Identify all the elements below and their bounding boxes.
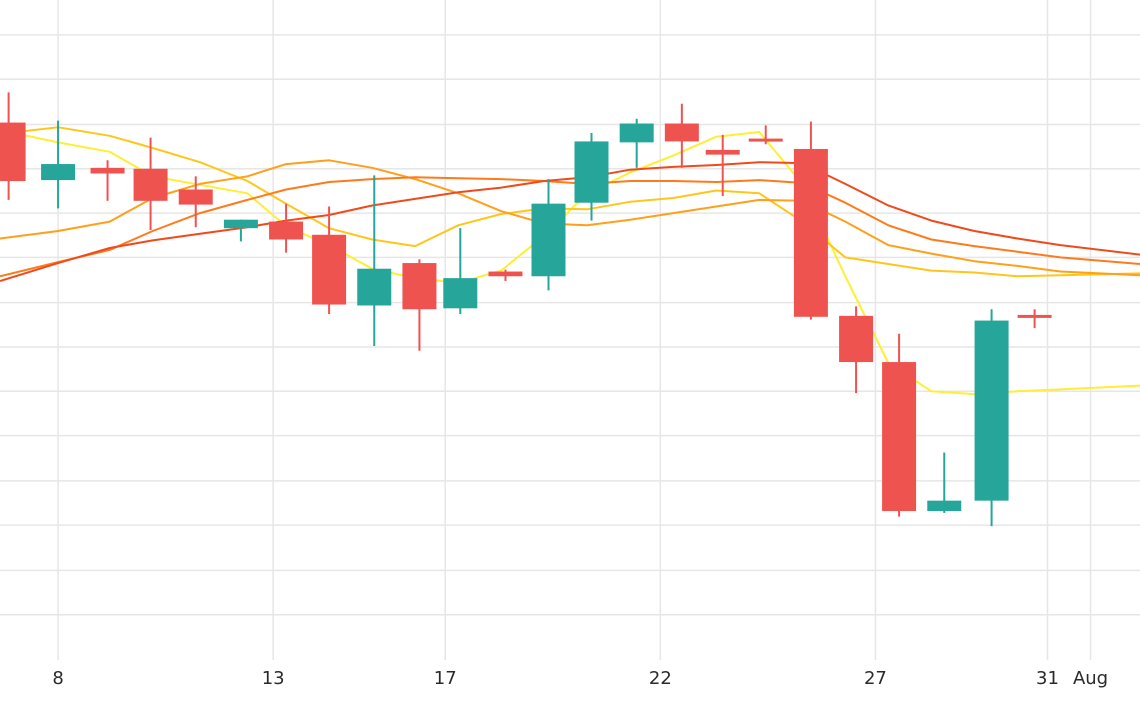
candle-body <box>488 271 523 277</box>
candle <box>839 306 874 394</box>
moving-average-line-3 <box>0 159 1140 277</box>
candle-body <box>839 315 874 363</box>
x-tick-label: 31 <box>1036 668 1059 689</box>
candle-body <box>178 189 213 205</box>
candle-body <box>312 234 347 305</box>
candle-body <box>793 148 828 317</box>
candle <box>312 206 347 314</box>
candle <box>41 120 76 209</box>
candle-body <box>402 263 437 310</box>
x-tick-label: 13 <box>262 668 285 689</box>
x-tick-label: 17 <box>434 668 457 689</box>
candle <box>1017 309 1052 329</box>
candle-body <box>133 168 168 201</box>
candle <box>269 203 304 253</box>
candle <box>705 134 740 197</box>
candle-body <box>223 219 258 229</box>
candle-body <box>41 164 76 181</box>
moving-average-line-4 <box>0 176 1140 278</box>
candle-body <box>927 500 962 512</box>
candle <box>619 118 654 168</box>
x-axis-ticks: 8 13 17 22 27 31 Aug <box>52 668 1108 689</box>
candle <box>974 309 1009 527</box>
x-tick-label: 27 <box>864 668 887 689</box>
moving-averages <box>0 126 1140 396</box>
candle <box>882 333 917 517</box>
candle <box>531 179 566 291</box>
gridlines <box>0 0 1140 660</box>
candle-body <box>882 362 917 512</box>
x-tick-label: 8 <box>52 668 63 689</box>
candle <box>133 137 168 231</box>
candle-body <box>619 123 654 143</box>
moving-average-line-2 <box>0 126 1140 278</box>
candle-body <box>974 320 1009 501</box>
moving-average-line-1 <box>0 129 1140 396</box>
candle <box>488 269 523 281</box>
candle <box>574 132 609 221</box>
candle-body <box>0 122 26 182</box>
candle <box>748 125 783 145</box>
candle-body <box>664 123 699 142</box>
candle-body <box>705 149 740 155</box>
candle-body <box>748 138 783 142</box>
candle <box>0 92 26 200</box>
moving-average-line-5 <box>0 161 1140 282</box>
candle <box>90 160 125 201</box>
candle-body <box>357 268 392 306</box>
candle-body <box>1017 314 1052 318</box>
candle <box>223 219 258 242</box>
candle-body <box>574 141 609 203</box>
x-tick-label: Aug <box>1073 668 1108 689</box>
candle-body <box>269 221 304 240</box>
candle-body <box>90 167 125 174</box>
candle-body <box>443 278 478 309</box>
candle <box>927 452 962 513</box>
candle <box>402 259 437 351</box>
candle-body <box>531 203 566 277</box>
x-tick-label: 22 <box>649 668 672 689</box>
candle <box>357 175 392 347</box>
candle <box>793 121 828 320</box>
candle <box>443 228 478 314</box>
candle <box>178 176 213 228</box>
candles <box>0 92 1052 527</box>
candle <box>664 103 699 168</box>
